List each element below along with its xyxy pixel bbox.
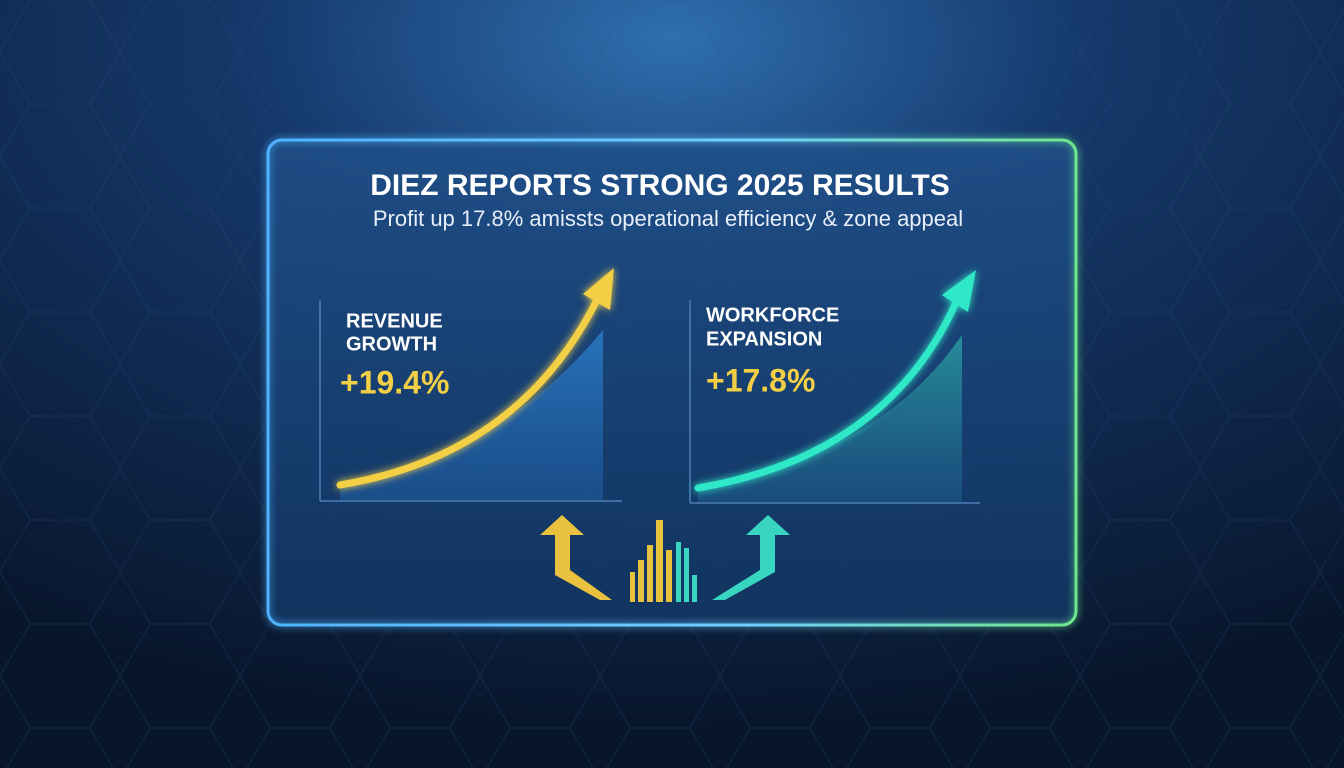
area: [698, 335, 962, 502]
skyline: [630, 520, 672, 602]
panel-value: +17.8%: [706, 362, 815, 398]
panel-label: REVENUE: [346, 310, 443, 332]
panel-label: EXPANSION: [706, 328, 822, 350]
revenue-panel: REVENUE GROWTH +19.4%: [319, 268, 622, 502]
subtitle: Profit up 17.8% amissts operational effi…: [373, 206, 963, 231]
workforce-panel: WORKFORCE EXPANSION +17.8%: [689, 270, 980, 504]
title: DIEZ REPORTS STRONG 2025 RESULTS: [370, 169, 950, 202]
skyline: [676, 542, 697, 602]
arrow-head: [583, 268, 614, 310]
panel-label: WORKFORCE: [706, 304, 839, 326]
bottom-icon: [540, 515, 790, 602]
area: [340, 330, 603, 500]
up-arrow: [540, 515, 612, 600]
growth-curve: [694, 294, 962, 492]
card-border: [266, 138, 1078, 627]
panel-label: GROWTH: [346, 333, 437, 355]
growth-curve: [336, 294, 602, 489]
arrow-head: [942, 270, 976, 312]
up-arrow: [712, 515, 790, 600]
panel-value: +19.4%: [340, 364, 449, 400]
